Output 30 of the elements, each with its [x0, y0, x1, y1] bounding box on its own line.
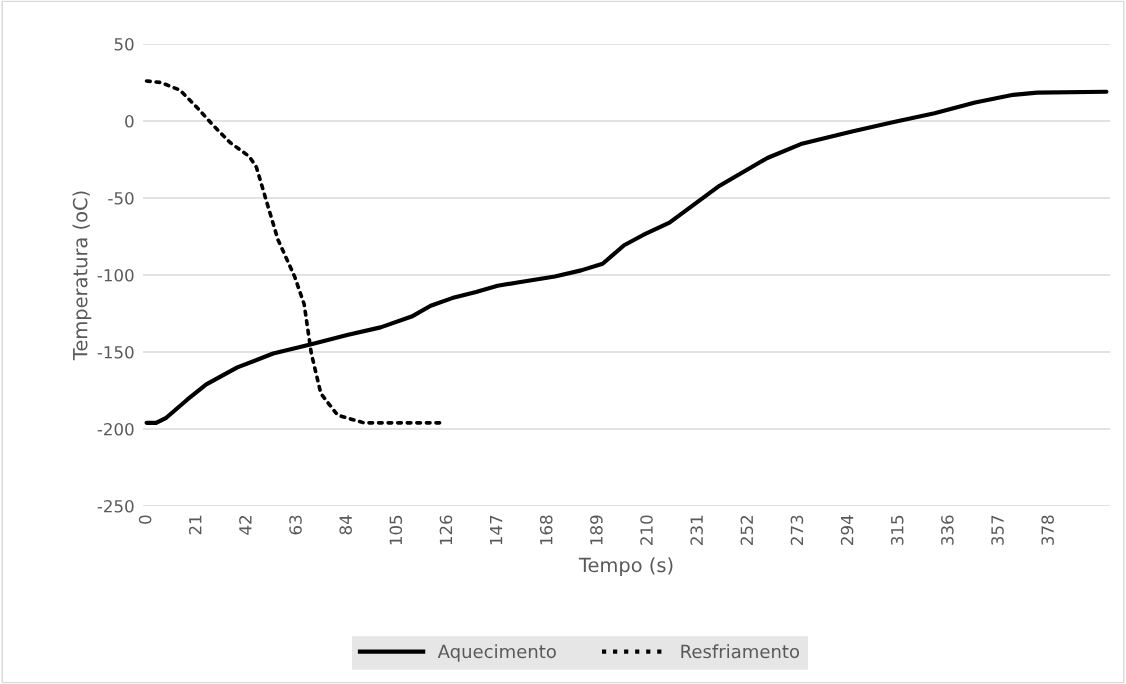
- x-tick-label: 273: [790, 515, 804, 545]
- y-axis-title: Temperatura (oC): [72, 191, 92, 361]
- legend-label: Resfriamento: [681, 644, 800, 659]
- y-tick-label: -200: [97, 422, 134, 436]
- x-tick-label: 315: [890, 515, 904, 545]
- x-tick-label: 189: [590, 515, 603, 545]
- y-tick-label: 0: [125, 114, 134, 128]
- x-tick-label: 231: [690, 515, 703, 545]
- y-tick-label: -50: [108, 191, 134, 205]
- y-tick-label: 50: [114, 37, 134, 51]
- x-tick-label: 84: [339, 515, 352, 535]
- x-tick-label: 147: [490, 515, 503, 545]
- x-tick-label: 42: [239, 516, 252, 535]
- y-tick-label: -100: [97, 268, 134, 282]
- y-tick-label: -150: [97, 345, 134, 359]
- x-tick-label: 168: [539, 515, 553, 545]
- x-tick-label: 105: [389, 515, 403, 545]
- x-tick-label: 378: [1041, 515, 1054, 545]
- x-tick-label: 21: [188, 515, 202, 535]
- x-tick-label: 210: [640, 515, 653, 545]
- x-tick-label: 294: [840, 515, 854, 545]
- x-tick-label: 0: [138, 515, 152, 524]
- x-axis-title: Tempo (s): [578, 557, 673, 577]
- x-tick-label: 357: [991, 515, 1004, 545]
- legend-label: Aquecimento: [437, 644, 556, 662]
- x-tick-label: 63: [289, 515, 302, 535]
- x-tick-label: 126: [439, 515, 453, 545]
- x-tick-label: 336: [941, 515, 954, 545]
- x-tick-label: 252: [740, 516, 754, 545]
- y-tick-label: -250: [97, 499, 134, 513]
